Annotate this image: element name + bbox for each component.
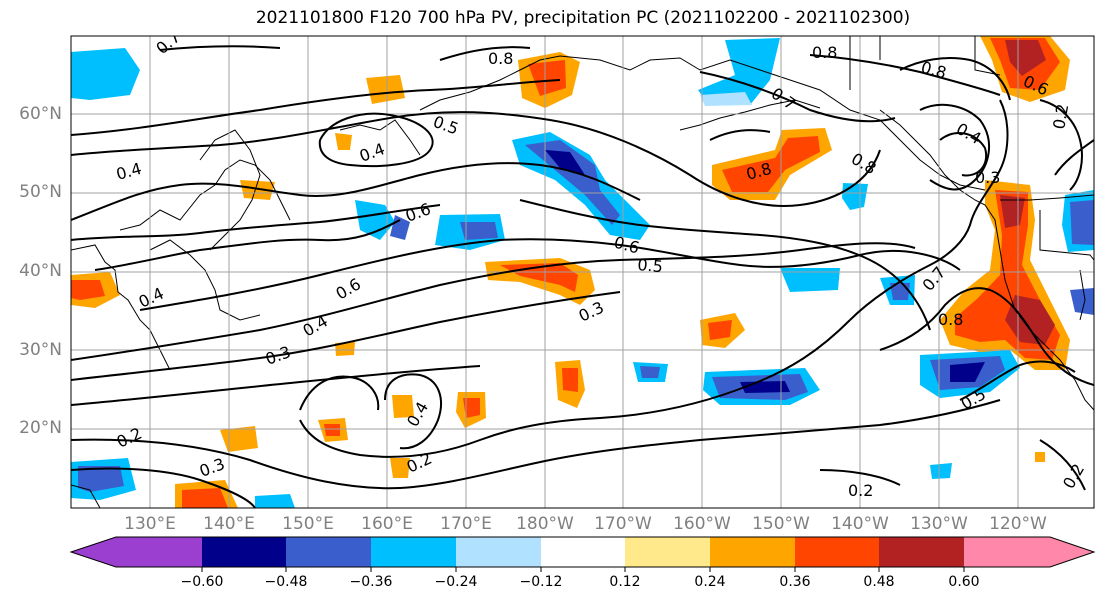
colorbar-tick-label: 0.24 <box>694 574 726 590</box>
colorbar <box>69 536 1096 572</box>
colorbar-bin <box>541 537 625 567</box>
colorbar-bin <box>795 537 879 567</box>
contour-label: 0.3 <box>975 168 1000 187</box>
colorbar-tick-label: −0.36 <box>349 574 393 590</box>
colorbar-bin <box>625 537 710 567</box>
lat-label: 60°N <box>19 104 62 124</box>
colorbar-tick-label: 0.12 <box>609 574 641 590</box>
lon-label: 180°W <box>516 514 574 534</box>
lon-label: 160°E <box>361 514 413 534</box>
contour-label: 0.5 <box>637 255 664 276</box>
graticule <box>71 36 1094 508</box>
contour-label: 0.2 <box>1049 102 1072 130</box>
colorbar-bin <box>286 537 371 567</box>
colorbar-tick-label: 0.36 <box>779 574 811 590</box>
contour-label: 0.8 <box>488 49 513 68</box>
map-title: 2021101800 F120 700 hPa PV, precipitatio… <box>255 8 911 28</box>
colorbar-bin <box>879 537 964 567</box>
lon-label: 150°W <box>752 514 810 534</box>
lon-label: 160°W <box>673 514 731 534</box>
lon-label: 120°W <box>989 514 1047 534</box>
colorbar-tick-label: 0.48 <box>863 574 895 590</box>
colorbar-tick-label: −0.12 <box>519 574 563 590</box>
lon-label: 130°W <box>910 514 968 534</box>
lon-label: 170°E <box>440 514 492 534</box>
colorbar-tick-label: −0.60 <box>180 574 224 590</box>
lat-label: 30°N <box>19 340 62 360</box>
colorbar-tick-label: −0.24 <box>434 574 478 590</box>
colorbar-bin <box>371 537 456 567</box>
colorbar-tick-label: 0.60 <box>948 574 980 590</box>
lon-label: 170°W <box>594 514 652 534</box>
lat-label: 40°N <box>19 261 62 281</box>
map-frame <box>70 35 1095 509</box>
lon-label: 140°W <box>831 514 889 534</box>
lon-label: 140°E <box>203 514 255 534</box>
colorbar-bin <box>202 537 286 567</box>
lon-label: 130°E <box>124 514 176 534</box>
colorbar-bin <box>710 537 795 567</box>
lon-label: 150°E <box>282 514 334 534</box>
lat-label: 50°N <box>19 182 62 202</box>
pv-contours <box>71 45 1094 508</box>
colorbar-extend-low <box>71 537 202 567</box>
precip-shading <box>71 36 1094 508</box>
colorbar-extend-high <box>964 537 1094 567</box>
contour-label: 0.2 <box>848 481 873 500</box>
colorbar-tick-label: −0.48 <box>264 574 308 590</box>
contour-label: 0.8 <box>938 310 963 329</box>
coastlines <box>71 36 1094 508</box>
lat-label: 20°N <box>19 418 62 438</box>
contour-label: 0.8 <box>812 43 837 62</box>
colorbar-bin <box>456 537 541 567</box>
